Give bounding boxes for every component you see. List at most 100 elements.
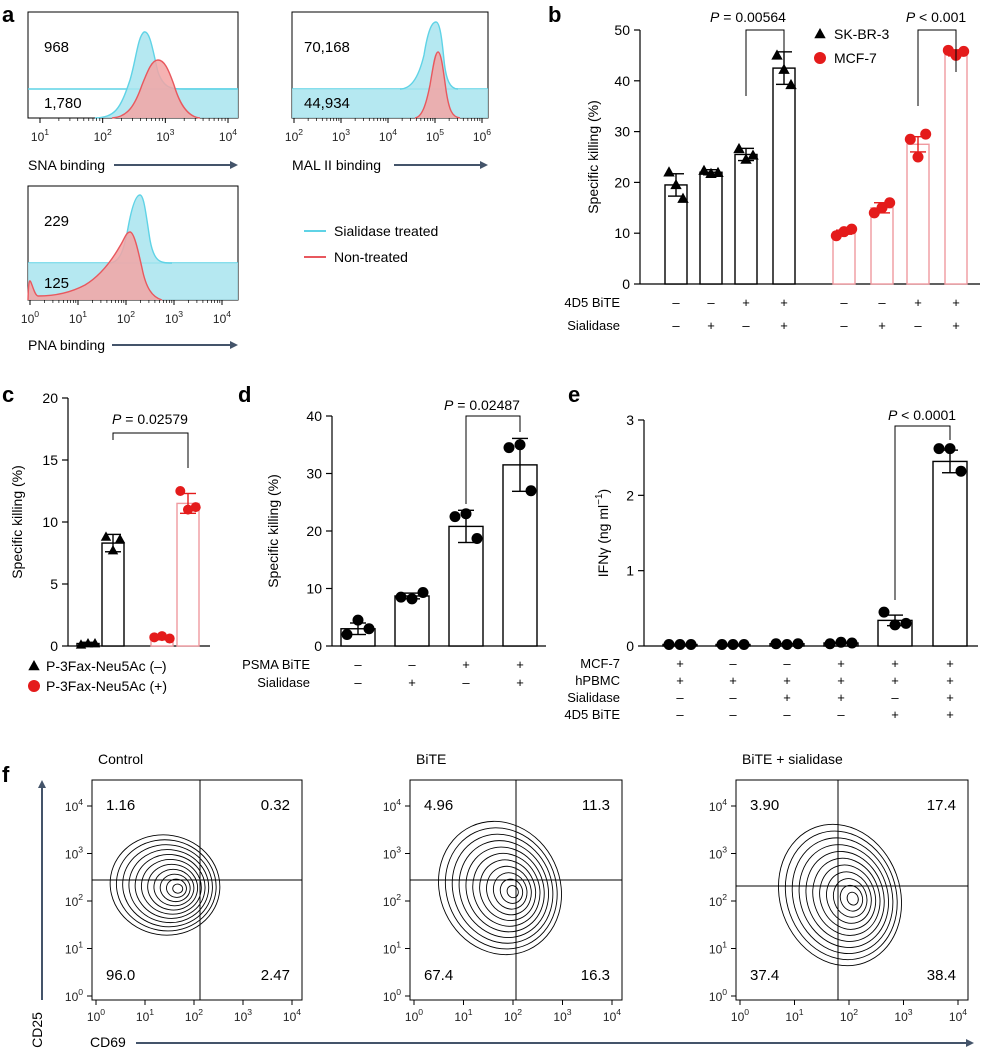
y-tick-label: 103 (383, 845, 401, 862)
x-tick-label: 102 (840, 1007, 858, 1024)
y-tick-label: 102 (65, 892, 83, 909)
contour-level (109, 834, 221, 936)
hist-tick-label: 102 (94, 127, 112, 144)
data-point (835, 636, 847, 648)
contour-level (147, 863, 199, 911)
data-point (933, 443, 945, 455)
p-value-e: P < 0.0001 (888, 407, 956, 423)
contour-level (826, 871, 872, 924)
bar (176, 502, 200, 647)
condition-row-label: Sialidase (567, 318, 620, 333)
condition-sign: + (780, 295, 788, 310)
y-tick-label: 1 (626, 563, 634, 579)
legend-neu5ac-minus-marker (28, 660, 40, 671)
data-point-sk-br-3 (670, 178, 682, 190)
quadrant-lower-right-value: 16.3 (581, 967, 610, 984)
condition-sign: + (878, 318, 886, 333)
y-tick-label: 2 (626, 487, 634, 503)
flow-panel-title: BiTE + sialidase (742, 751, 843, 767)
data-point (727, 638, 739, 650)
quadrant-upper-left-value: 1.16 (106, 797, 135, 814)
y-tick-label: 10 (306, 581, 322, 597)
quadrant-lower-left-value: 96.0 (106, 967, 135, 984)
data-point (770, 638, 782, 650)
pna-axis-label: PNA binding (28, 337, 105, 353)
data-point (944, 443, 956, 455)
condition-sign: + (729, 673, 737, 688)
legend-nontreated-label: Non-treated (334, 249, 408, 265)
flow-panel-title: Control (98, 751, 143, 767)
sna-nontreated-mfi: 1,780 (44, 95, 82, 112)
x-tick-label: 104 (603, 1007, 621, 1024)
data-point-neu5ac-minus (89, 638, 101, 648)
y-tick-label: 3 (626, 412, 634, 428)
condition-sign: + (891, 673, 899, 688)
y-tick-label: 101 (383, 940, 401, 957)
chart-b: 0 10 20 30 40 50 Specific killing (%) P = 0.005… (564, 9, 980, 333)
legend-neu5ac-minus-label: P-3Fax-Neu5Ac (–) (46, 658, 167, 674)
flow-plot-frame (91, 779, 303, 1001)
bar (906, 143, 930, 285)
mal2-axis-label: MAL II binding (292, 157, 381, 173)
data-point-mcf-7 (884, 197, 896, 209)
y-tick-label: 5 (50, 576, 58, 592)
quadrant-upper-left-value: 4.96 (424, 797, 453, 814)
sna-axis-label: SNA binding (28, 157, 105, 173)
legend-treated-label: Sialidase treated (334, 223, 438, 239)
y-tick-label: 100 (709, 987, 727, 1004)
condition-sign: + (837, 690, 845, 705)
data-point-neu5ac-minus (82, 638, 94, 648)
data-point (417, 587, 429, 599)
y-tick-label: 30 (306, 466, 322, 482)
x-tick-label: 102 (504, 1007, 522, 1024)
y-tick-label: 103 (709, 845, 727, 862)
y-tick-label: 10 (614, 225, 630, 241)
panel-label-e: e (568, 382, 580, 407)
y-tick-label: 101 (709, 940, 727, 957)
bar (944, 52, 968, 285)
condition-sign: + (516, 675, 524, 690)
data-point (395, 591, 407, 603)
contour-level (458, 840, 549, 939)
condition-row-label: Sialidase (567, 690, 620, 705)
condition-sign: – (408, 657, 416, 672)
quadrant-lower-left-value: 37.4 (750, 967, 779, 984)
hist-tick-label: 103 (165, 309, 183, 326)
hist-tick-label: 102 (117, 309, 135, 326)
p-value-b-2: P < 0.001 (906, 9, 967, 25)
condition-sign: – (672, 318, 680, 333)
data-point-neu5ac-plus (149, 632, 160, 643)
condition-sign: – (672, 295, 680, 310)
data-point (503, 442, 515, 454)
data-point (663, 638, 675, 650)
contour-level (140, 859, 202, 915)
quadrant-lower-right-value: 2.47 (261, 967, 290, 984)
contour-level (472, 853, 541, 927)
bar (101, 542, 125, 647)
hist-tick-label: 101 (69, 309, 87, 326)
hist-tick-label: 104 (219, 127, 237, 144)
condition-sign: + (780, 318, 788, 333)
data-point (738, 638, 750, 650)
contour-level (832, 878, 868, 918)
bar (394, 595, 430, 647)
x-tick-label: 102 (185, 1007, 203, 1024)
cd69-axis-label: CD69 (90, 1034, 126, 1050)
condition-sign: – (783, 656, 791, 671)
data-point-neu5ac-plus (157, 631, 167, 642)
data-point (792, 638, 804, 650)
contour-level (479, 859, 537, 921)
data-point-mcf-7 (912, 151, 924, 163)
contour-level (172, 883, 184, 894)
contour-level (153, 868, 195, 907)
hist-tick-label: 104 (379, 127, 397, 144)
condition-sign: + (516, 657, 524, 672)
y-axis-label: Specific killing (%) (9, 465, 25, 579)
data-point (889, 619, 901, 631)
histogram-mal2: 70,168 44,934 102 103 104 105 106 MAL II bin… (285, 11, 491, 173)
condition-sign: – (729, 707, 737, 722)
data-point-sk-br-3 (698, 164, 710, 175)
condition-sign: – (354, 675, 362, 690)
x-tick-label: 103 (894, 1007, 912, 1024)
